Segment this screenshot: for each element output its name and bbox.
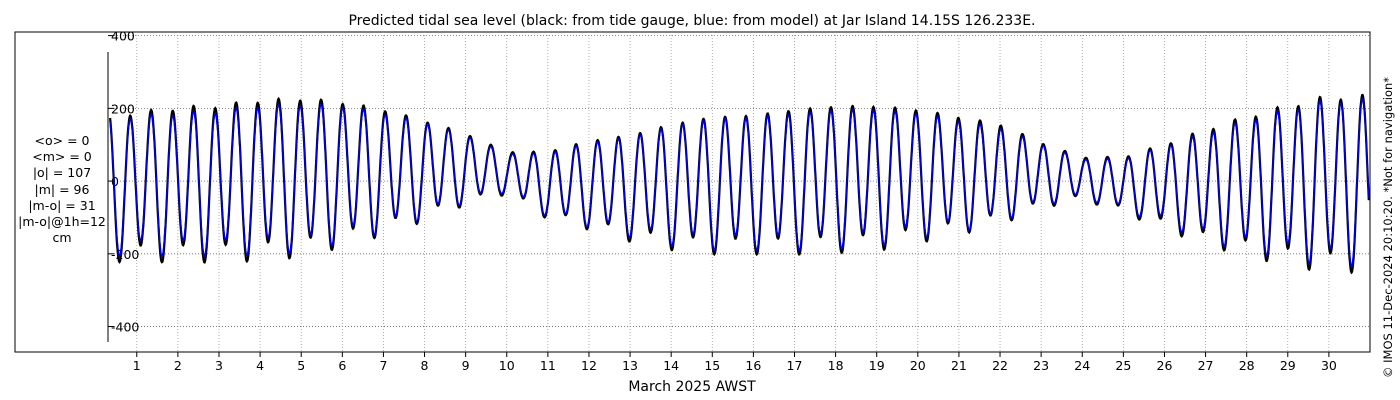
stat-abs-diff: |m-o| = 31 bbox=[28, 197, 96, 213]
x-tick-label: 4 bbox=[256, 358, 264, 373]
x-tick-label: 7 bbox=[379, 358, 387, 373]
stat-mean-model: <m> = 0 bbox=[32, 149, 92, 165]
x-tick-label: 30 bbox=[1321, 358, 1337, 373]
stat-abs-model: |m| = 96 bbox=[34, 181, 90, 197]
statistics-panel: <o> = 0 <m> = 0 |o| = 107 |m| = 96 |m-o|… bbox=[10, 133, 114, 246]
x-tick-label: 13 bbox=[622, 358, 638, 373]
stat-abs-obs: |o| = 107 bbox=[32, 165, 92, 181]
x-tick-label: 14 bbox=[663, 358, 679, 373]
tide-series-line bbox=[109, 98, 1370, 269]
x-tick-label: 11 bbox=[540, 358, 556, 373]
y-tick-label: -400 bbox=[111, 320, 139, 335]
x-tick-label: 21 bbox=[951, 358, 967, 373]
x-tick-label: 29 bbox=[1280, 358, 1296, 373]
x-tick-label: 1 bbox=[133, 358, 141, 373]
x-tick-label: 3 bbox=[215, 358, 223, 373]
x-tick-label: 17 bbox=[787, 358, 803, 373]
x-tick-label: 10 bbox=[499, 358, 515, 373]
x-axis-label: March 2025 AWST bbox=[628, 379, 756, 395]
outer-frame bbox=[14, 31, 1371, 353]
x-tick-label: 5 bbox=[297, 358, 305, 373]
x-tick-label: 25 bbox=[1115, 358, 1131, 373]
x-tick-label: 19 bbox=[869, 358, 885, 373]
x-tick-label: 8 bbox=[421, 358, 429, 373]
x-tick-label: 16 bbox=[745, 358, 761, 373]
chart-title: Predicted tidal sea level (black: from t… bbox=[348, 13, 1035, 29]
x-tick-label: 2 bbox=[174, 358, 182, 373]
stat-mean-obs: <o> = 0 bbox=[34, 133, 90, 148]
stat-abs-diff-1h: |m-o|@1h=12 bbox=[18, 214, 106, 230]
x-tick-label: 20 bbox=[910, 358, 926, 373]
x-tick-label: 27 bbox=[1198, 358, 1214, 373]
copyright-notice: © IMOS 11-Dec-2024 20:10:20. *Not for na… bbox=[1381, 77, 1395, 378]
x-tick-label: 18 bbox=[828, 358, 844, 373]
x-tick-label: 15 bbox=[704, 358, 720, 373]
x-tick-label: 9 bbox=[462, 358, 470, 373]
tide-series-line bbox=[109, 93, 1370, 275]
stat-unit: cm bbox=[52, 230, 72, 246]
y-tick-label: 400 bbox=[111, 29, 135, 44]
x-tick-label: 23 bbox=[1033, 358, 1049, 373]
x-tick-label: 26 bbox=[1157, 358, 1173, 373]
x-tick-label: 12 bbox=[581, 358, 597, 373]
x-tick-label: 22 bbox=[992, 358, 1008, 373]
x-tick-label: 24 bbox=[1074, 358, 1090, 373]
y-tick-label: 200 bbox=[111, 101, 135, 116]
series-layer bbox=[109, 93, 1370, 275]
x-tick-label: 28 bbox=[1239, 358, 1255, 373]
y-tick-label: -200 bbox=[111, 247, 139, 262]
x-tick-label: 6 bbox=[338, 358, 346, 373]
y-tick-label: 0 bbox=[111, 174, 119, 189]
